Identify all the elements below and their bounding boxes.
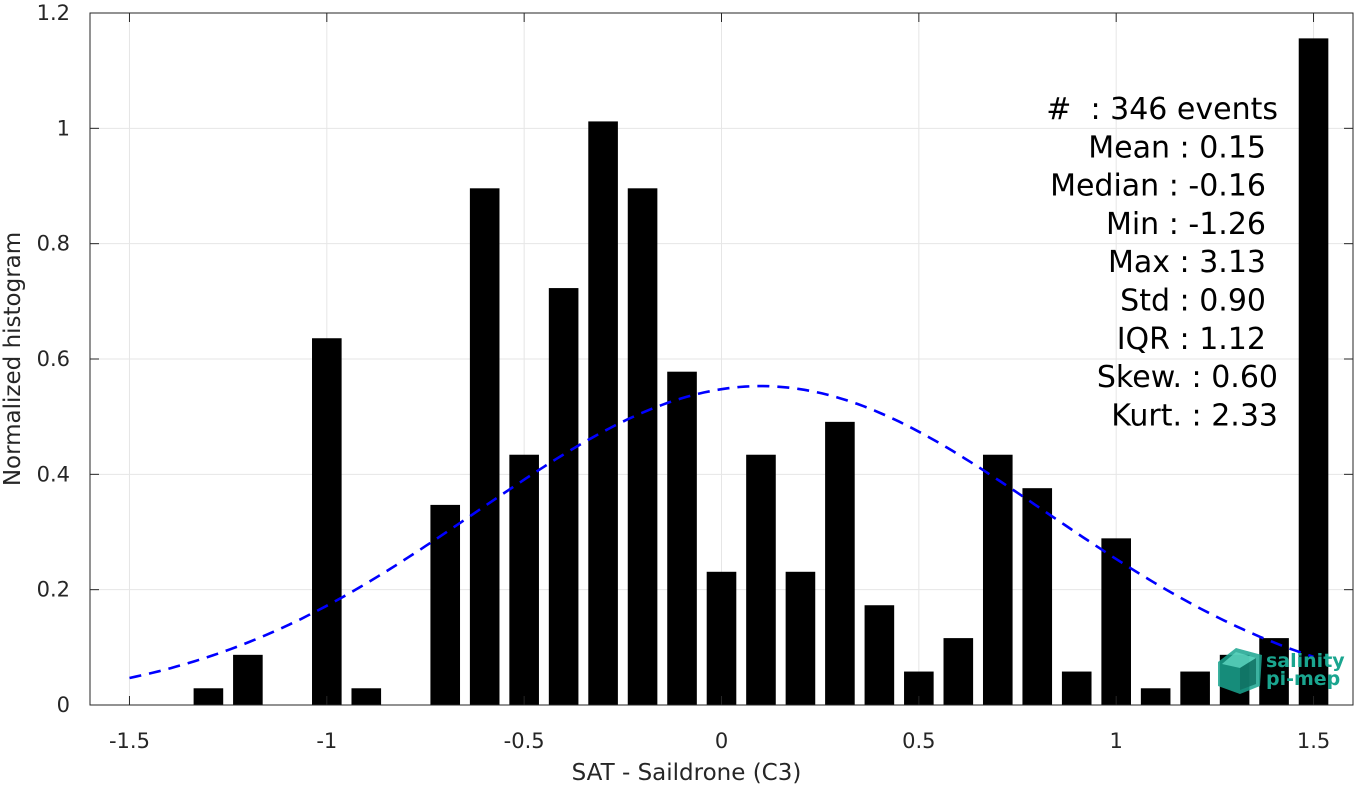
histogram-bar <box>1180 671 1210 705</box>
stats-line: Skew. : 0.60 <box>1097 360 1278 395</box>
y-tick-label: 0.2 <box>37 578 70 602</box>
histogram-bar <box>1298 38 1329 705</box>
histogram-bar <box>1259 638 1289 705</box>
histogram-bar <box>746 454 776 705</box>
logo-text-line1: salinity <box>1266 650 1345 672</box>
histogram-bar <box>864 605 895 705</box>
y-tick-label: 0.6 <box>37 347 70 371</box>
histogram-bar <box>1061 671 1092 705</box>
stats-line: Kurt. : 2.33 <box>1111 398 1278 433</box>
y-tick-label: 1 <box>57 116 70 140</box>
stats-line: IQR : 1.12 <box>1117 322 1266 357</box>
x-tick-label: 0 <box>715 729 728 753</box>
y-axis-ticks: 0 0.2 0.4 0.6 0.8 1 1.2 <box>37 1 1353 717</box>
histogram-bar <box>1140 688 1171 705</box>
normal-fit-curve <box>129 384 1314 680</box>
histogram-bar <box>351 688 382 705</box>
histogram-bar <box>509 454 539 705</box>
histogram-bar <box>469 188 500 706</box>
histogram-bar <box>588 121 618 705</box>
fit-curve-layer <box>129 384 1314 680</box>
histogram-bar <box>785 571 816 705</box>
x-tick-label: 1.5 <box>1297 729 1330 753</box>
y-tick-label: 0.4 <box>37 462 70 486</box>
x-tick-label: 1 <box>1110 729 1123 753</box>
histogram-bar <box>312 338 342 705</box>
histogram-bar <box>193 688 224 705</box>
y-tick-label: 0.8 <box>37 232 70 256</box>
histogram-bar <box>982 454 1013 705</box>
x-tick-label: 0.5 <box>902 729 935 753</box>
stats-line: # : 346 events <box>1046 92 1278 127</box>
y-axis-title: Normalized histogram <box>0 232 26 486</box>
x-tick-label: -1.5 <box>109 729 150 753</box>
histogram-bar <box>667 371 697 705</box>
histogram-bar <box>1101 538 1131 705</box>
histogram-bar <box>825 421 855 705</box>
logo-cube-icon <box>1218 648 1262 694</box>
histogram-bar <box>706 571 737 705</box>
histogram-bar <box>627 188 658 706</box>
stats-line: Median : -0.16 <box>1050 169 1266 204</box>
histogram-bar <box>943 638 974 705</box>
histogram-bar <box>233 654 263 705</box>
logo-text-line2: pi-mep <box>1266 668 1340 690</box>
stats-line: Mean : 0.15 <box>1088 130 1266 165</box>
histogram-bar <box>1022 488 1053 705</box>
histogram-bars <box>193 38 1329 706</box>
salinity-pi-mep-logo: salinity pi-mep <box>1218 648 1345 694</box>
stats-line: Min : -1.26 <box>1106 207 1266 242</box>
x-tick-label: -1 <box>316 729 337 753</box>
x-axis-title: SAT - Saildrone (C3) <box>572 760 802 785</box>
x-axis-ticks: -1.5 -1 -0.5 0 0.5 1 1.5 <box>109 13 1330 753</box>
x-tick-label: -0.5 <box>504 729 545 753</box>
stats-line: Std : 0.90 <box>1120 284 1266 319</box>
y-tick-label: 1.2 <box>37 1 70 25</box>
histogram-bar <box>430 504 461 705</box>
stats-line: Max : 3.13 <box>1108 245 1266 280</box>
y-tick-label: 0 <box>57 693 70 717</box>
histogram-bar <box>548 288 579 705</box>
